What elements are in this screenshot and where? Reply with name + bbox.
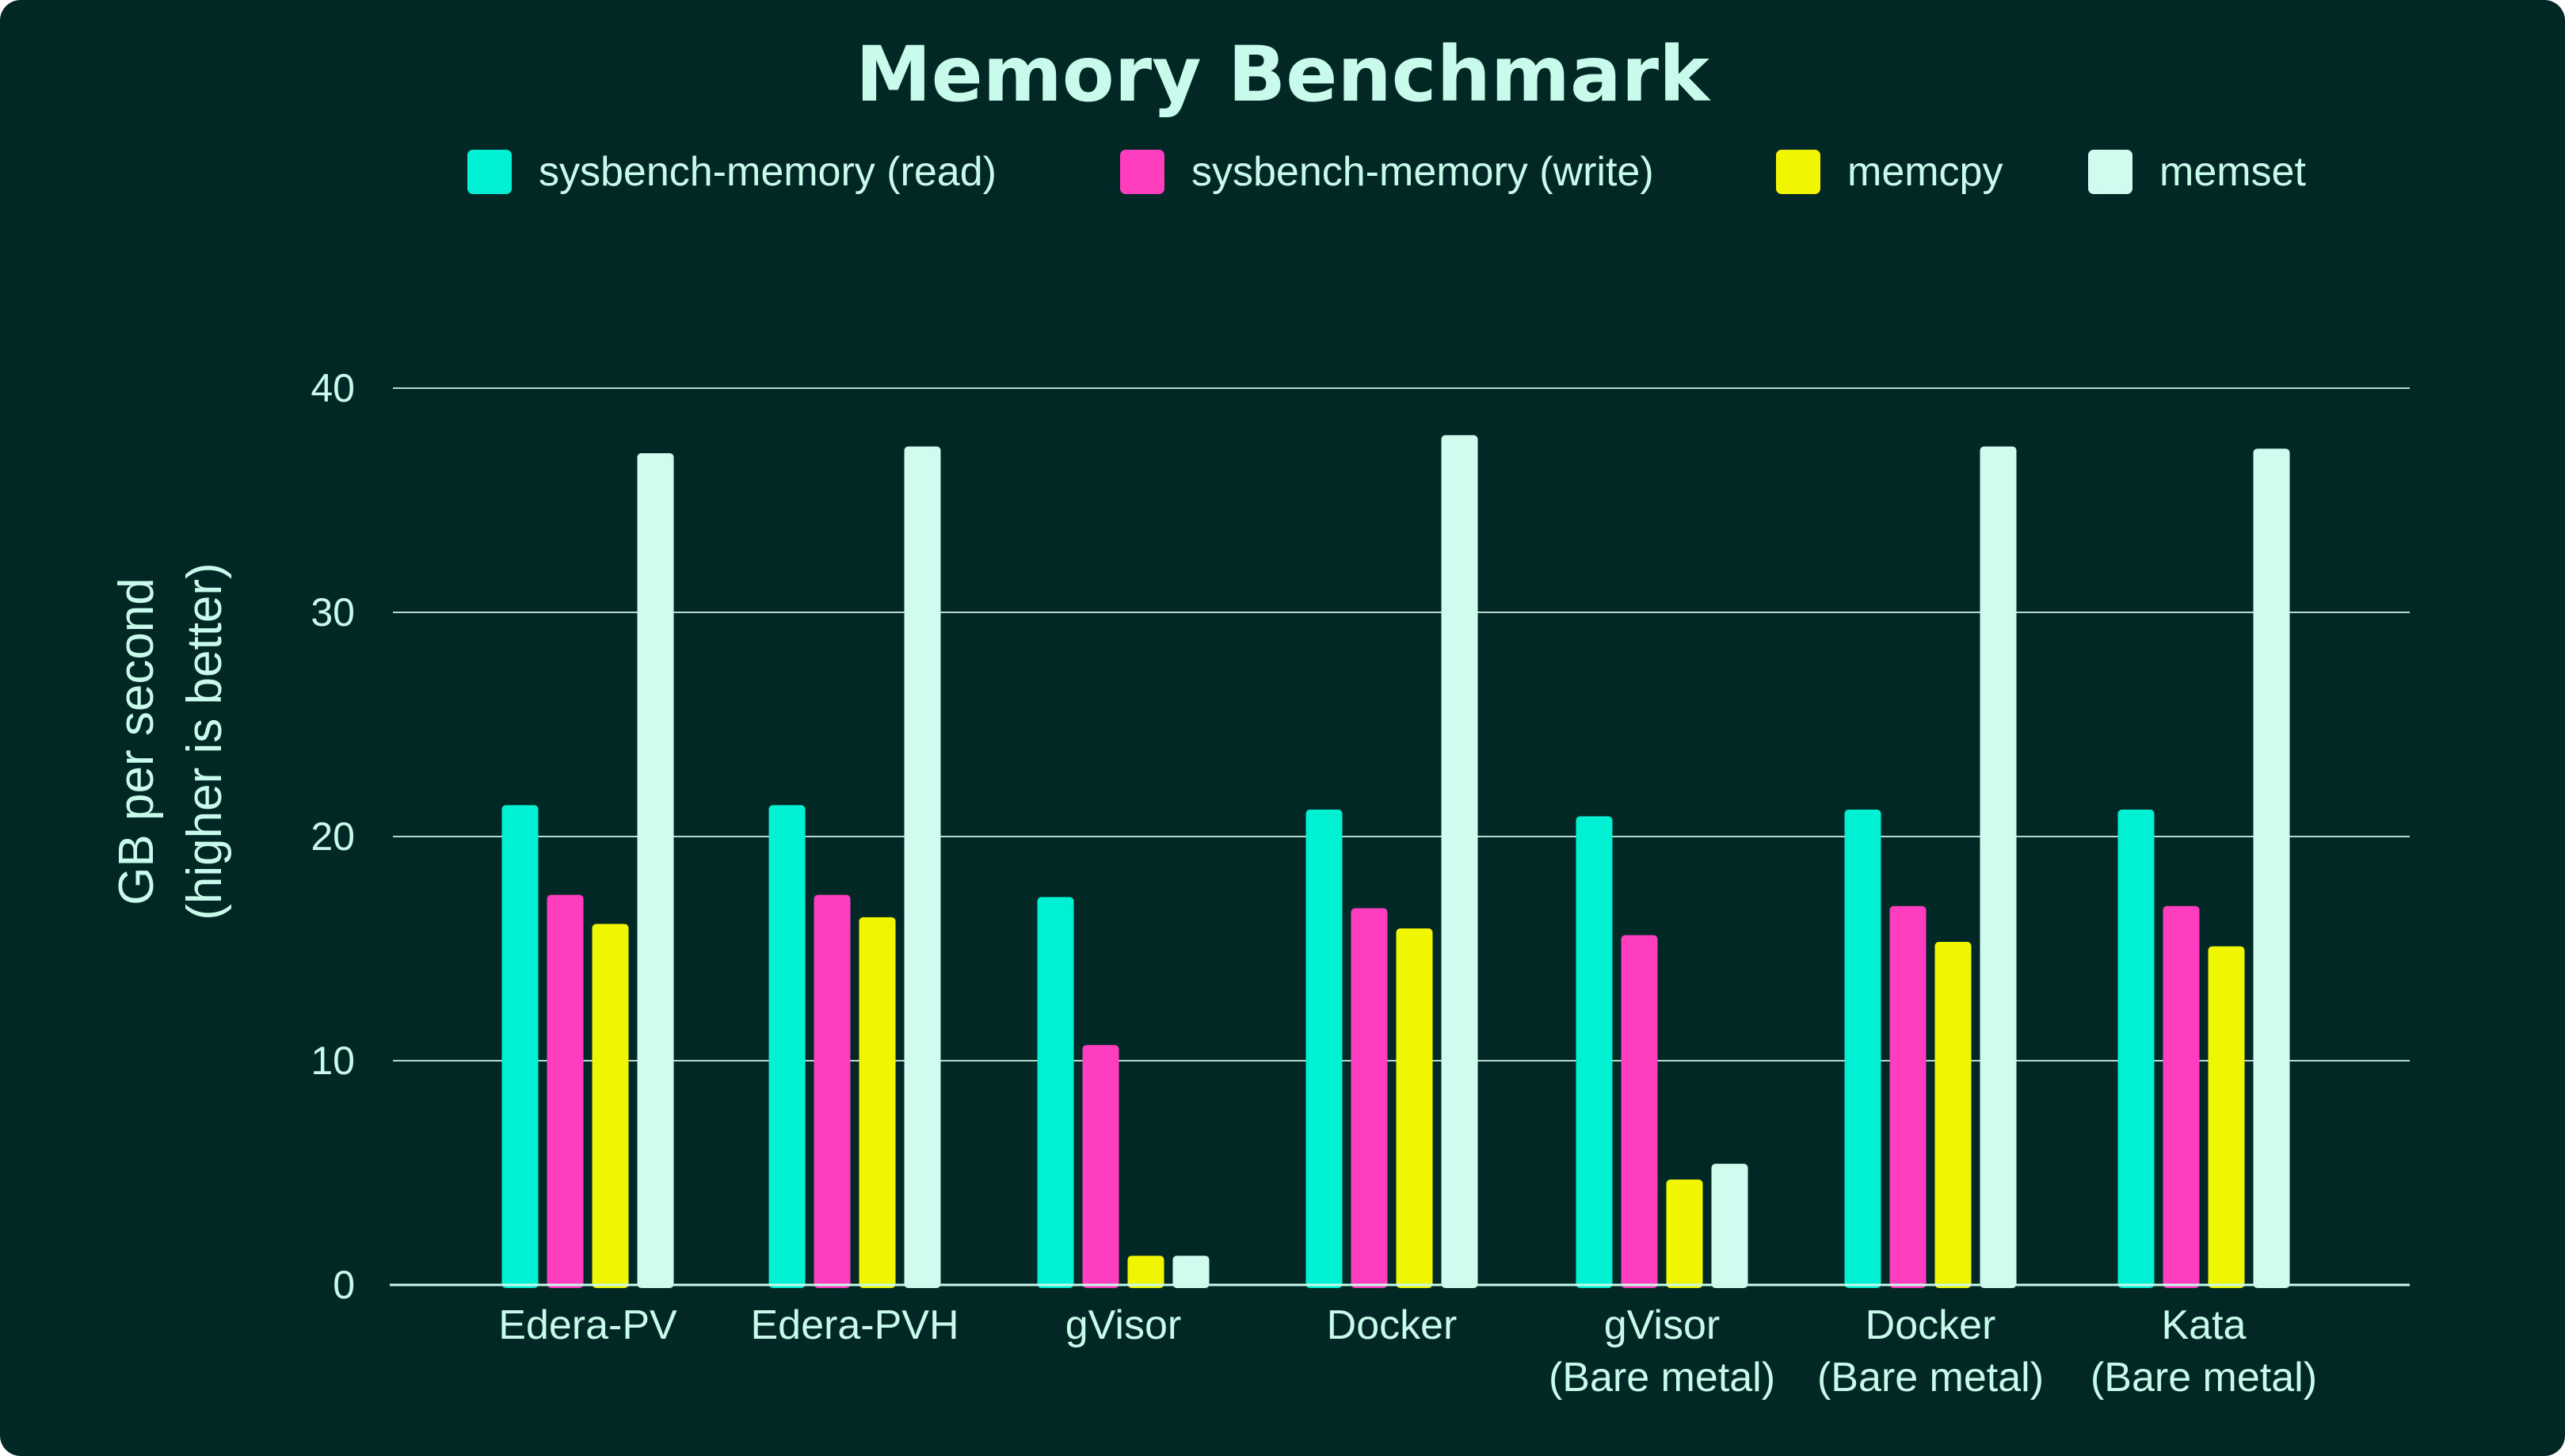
x-category-label: gVisor xyxy=(1065,1302,1181,1348)
bar xyxy=(1082,1045,1119,1288)
x-category-label: Kata xyxy=(2162,1302,2247,1348)
legend-swatch-memcpy xyxy=(1776,150,1820,194)
bar xyxy=(1172,1256,1210,1288)
y-tick-label: 40 xyxy=(311,366,355,410)
y-tick-label: 30 xyxy=(311,590,355,635)
bar xyxy=(1711,1164,1748,1288)
legend-item-memcpy: memcpy xyxy=(1776,147,2003,196)
bar xyxy=(814,894,851,1288)
x-category-label: Edera-PVH xyxy=(751,1302,959,1348)
chart-title: Memory Benchmark xyxy=(856,30,1709,119)
x-category-label: gVisor xyxy=(1604,1302,1720,1348)
bar xyxy=(1621,935,1658,1288)
bar xyxy=(1844,810,1881,1288)
bar xyxy=(1889,905,1927,1288)
bar xyxy=(904,446,941,1288)
legend-swatch-write xyxy=(1120,150,1164,194)
bar xyxy=(768,805,806,1288)
bar xyxy=(1980,446,2017,1288)
legend-label-memcpy: memcpy xyxy=(1847,149,2003,195)
bar xyxy=(1934,942,1972,1288)
x-category-label: Edera-PV xyxy=(498,1302,677,1348)
y-tick-label: 10 xyxy=(311,1039,355,1083)
bar xyxy=(1666,1179,1703,1288)
bar xyxy=(501,805,539,1288)
x-category-label: (Bare metal) xyxy=(1817,1355,2044,1401)
x-category-label: Docker xyxy=(1866,1302,1996,1348)
legend-swatch-read xyxy=(467,150,512,194)
x-category-label: (Bare metal) xyxy=(1549,1355,1775,1401)
x-category-label: Docker xyxy=(1327,1302,1458,1348)
bar xyxy=(1441,435,1478,1289)
bar xyxy=(2253,448,2290,1289)
bar xyxy=(592,924,629,1288)
legend-label-read: sysbench-memory (read) xyxy=(539,149,997,195)
y-tick-label: 20 xyxy=(311,814,355,859)
bar xyxy=(859,917,896,1288)
bar xyxy=(1037,897,1074,1288)
legend-item-write: sysbench-memory (write) xyxy=(1120,147,1654,196)
bar xyxy=(1127,1256,1164,1288)
bar xyxy=(547,894,584,1288)
bar xyxy=(2163,905,2200,1288)
bar xyxy=(2117,810,2155,1288)
bar xyxy=(2208,946,2245,1288)
x-category-label: (Bare metal) xyxy=(2090,1355,2317,1401)
bar xyxy=(1351,908,1388,1288)
legend-label-memset: memset xyxy=(2159,149,2306,195)
legend-item-read: sysbench-memory (read) xyxy=(467,147,997,196)
legend-label-write: sysbench-memory (write) xyxy=(1191,149,1654,195)
bar xyxy=(1396,928,1433,1288)
y-tick-label: 0 xyxy=(333,1263,355,1307)
bar xyxy=(637,453,674,1288)
bar xyxy=(1305,810,1343,1288)
legend-item-memset: memset xyxy=(2088,147,2306,196)
bar xyxy=(1576,816,1613,1288)
legend-swatch-memset xyxy=(2088,150,2132,194)
